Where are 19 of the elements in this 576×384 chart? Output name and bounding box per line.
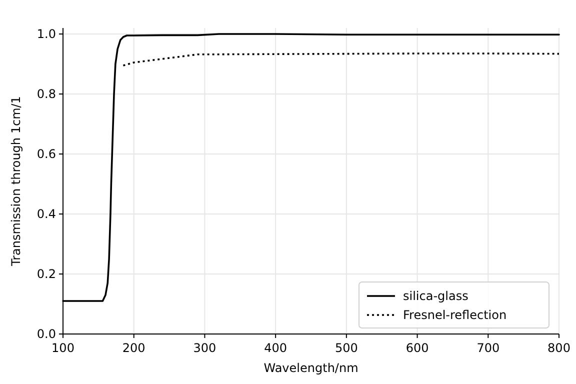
legend-label: Fresnel-reflection	[403, 308, 507, 322]
x-tick-label: 400	[264, 341, 288, 355]
x-tick-label: 200	[122, 341, 146, 355]
legend-label: silica-glass	[403, 289, 468, 303]
y-axis-title: Transmission through 1cm/1	[9, 96, 23, 267]
x-tick-label: 500	[334, 341, 358, 355]
x-tick-label: 700	[476, 341, 500, 355]
x-axis-title: Wavelength/nm	[264, 361, 358, 375]
y-tick-label: 0.2	[36, 267, 56, 281]
y-tick-label: 0.6	[36, 147, 56, 161]
line-series	[122, 52, 560, 66]
x-tick-label: 800	[548, 341, 570, 355]
y-tick-label: 0.0	[36, 327, 56, 341]
y-tick-label: 1.0	[36, 27, 56, 41]
y-tick-label: 0.4	[36, 207, 56, 221]
x-tick-label: 600	[406, 341, 429, 355]
y-tick-label: 0.8	[36, 87, 56, 101]
x-tick-label: 100	[52, 341, 74, 355]
x-tick-label: 300	[193, 341, 216, 355]
